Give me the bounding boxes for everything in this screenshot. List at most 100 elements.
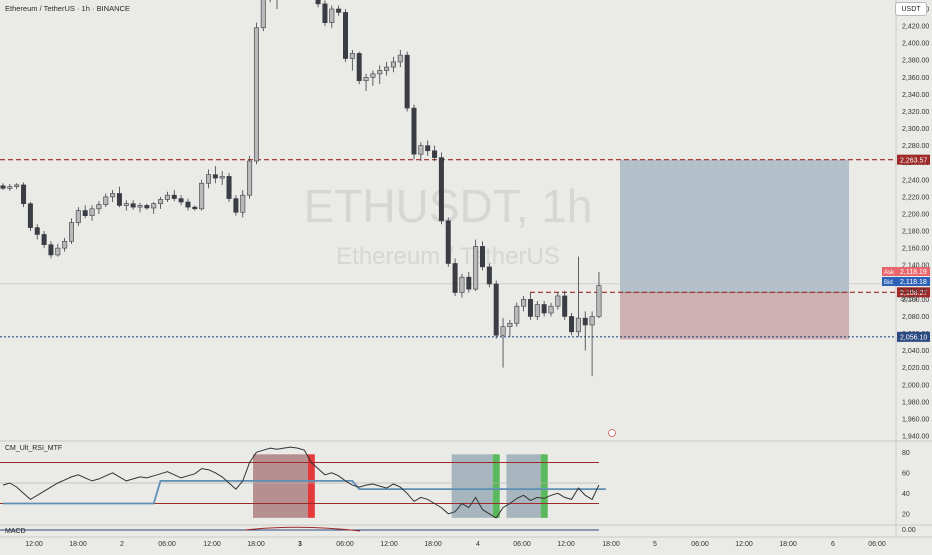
macd-tick-label: 0.00 bbox=[902, 527, 916, 534]
candle bbox=[582, 311, 588, 351]
candle-body bbox=[548, 305, 554, 314]
candle bbox=[48, 241, 54, 259]
ask-price-bg bbox=[897, 267, 930, 276]
rsi-signal-bar-1 bbox=[492, 454, 500, 518]
currency-button[interactable]: USDT bbox=[895, 2, 927, 16]
candle bbox=[438, 152, 444, 225]
candle-body bbox=[75, 210, 81, 223]
time-tick-label: 12:00 bbox=[203, 541, 221, 548]
price-tick-label: 2,000.00 bbox=[902, 382, 929, 389]
time-tick-label: 3 bbox=[298, 541, 302, 548]
candle bbox=[473, 239, 479, 291]
candle-body bbox=[418, 145, 424, 155]
time-tick-label: 06:00 bbox=[868, 541, 886, 548]
candle-body bbox=[192, 206, 198, 210]
ask-price: 2,118.19 bbox=[900, 269, 927, 276]
candle-body bbox=[315, 0, 321, 5]
macd-pane: 0.00 bbox=[0, 526, 916, 534]
candle-body bbox=[212, 174, 218, 179]
line-price-tag-2-bg bbox=[897, 331, 930, 342]
price-tick-label: 1,940.00 bbox=[902, 434, 929, 441]
candle-body bbox=[397, 54, 403, 63]
candle-body bbox=[110, 193, 116, 198]
candle bbox=[370, 70, 376, 86]
candle bbox=[34, 224, 40, 240]
candle bbox=[240, 190, 246, 218]
time-tick-label: 5 bbox=[653, 541, 657, 548]
candle-body bbox=[253, 27, 259, 162]
candle bbox=[247, 155, 253, 199]
candle bbox=[404, 51, 410, 112]
candle bbox=[411, 104, 417, 160]
candle-body bbox=[349, 53, 355, 59]
macd-indicator-title[interactable]: MACD bbox=[5, 528, 26, 535]
candle bbox=[55, 243, 61, 257]
candle-body bbox=[62, 240, 68, 249]
candle bbox=[521, 295, 527, 312]
candle-body bbox=[329, 8, 335, 23]
candle bbox=[479, 241, 485, 271]
candle-body bbox=[89, 208, 95, 216]
candle bbox=[253, 22, 259, 165]
candle-body bbox=[0, 185, 6, 189]
price-tick-label: 2,020.00 bbox=[902, 365, 929, 372]
rsi-indicator-title[interactable]: CM_Ult_RSI_MTF bbox=[5, 445, 63, 452]
time-tick-label: 06:00 bbox=[158, 541, 176, 548]
candle-body bbox=[55, 247, 61, 256]
candle bbox=[144, 203, 150, 210]
line-price-tag-1-bg bbox=[897, 287, 930, 298]
candle bbox=[356, 51, 362, 85]
candle-body bbox=[569, 316, 575, 333]
stop-zone bbox=[620, 292, 849, 340]
rsi-shaded-zone-2 bbox=[506, 454, 541, 518]
candle-body bbox=[82, 210, 88, 216]
candle bbox=[164, 191, 170, 203]
price-axis-labels: 2,263.57 2,108.27 2,056.10 Ask 2,118.19 Bid 2,… bbox=[882, 154, 930, 342]
candle-body bbox=[534, 304, 540, 317]
last-price: 2,118.15 bbox=[900, 288, 927, 295]
candle bbox=[377, 65, 383, 85]
candle bbox=[418, 142, 424, 162]
candle bbox=[390, 56, 396, 73]
candle-body bbox=[500, 326, 506, 336]
candle bbox=[206, 169, 212, 189]
macd-signal-line bbox=[244, 526, 361, 532]
candle-body bbox=[575, 317, 581, 333]
candle-body bbox=[527, 299, 533, 317]
candle bbox=[0, 183, 6, 191]
candle bbox=[69, 218, 75, 244]
candle-body bbox=[336, 8, 342, 13]
price-tick-label: 2,200.00 bbox=[902, 211, 929, 218]
candle-body bbox=[96, 204, 102, 210]
candle bbox=[596, 272, 602, 319]
ask-tag-bg bbox=[882, 267, 897, 276]
candle-body bbox=[370, 73, 376, 78]
price-tick-label: 1,980.00 bbox=[902, 399, 929, 406]
candle bbox=[171, 190, 177, 202]
time-tick-label: 4 bbox=[476, 541, 480, 548]
time-tick-label: 18:00 bbox=[779, 541, 797, 548]
target-zone bbox=[620, 159, 849, 293]
candle bbox=[548, 302, 554, 317]
candle bbox=[89, 205, 95, 221]
symbol-title: Ethereum / TetherUS · 1h · BINANCE bbox=[5, 4, 130, 13]
position-tool[interactable] bbox=[620, 159, 849, 340]
candle-body bbox=[390, 61, 396, 68]
candle-body bbox=[555, 295, 561, 307]
candle-body bbox=[103, 196, 109, 205]
time-tick-label: 12:00 bbox=[25, 541, 43, 548]
rsi-signal-bar-2 bbox=[540, 454, 548, 518]
rsi-tick-label: 20 bbox=[902, 511, 910, 518]
candle bbox=[82, 205, 88, 219]
candle-body bbox=[7, 186, 13, 189]
candle-body bbox=[199, 182, 205, 210]
candle bbox=[432, 145, 438, 162]
candle bbox=[329, 5, 335, 28]
candle bbox=[103, 193, 109, 208]
candle bbox=[575, 256, 581, 337]
candle bbox=[137, 202, 143, 213]
event-flag-icon bbox=[608, 429, 616, 437]
rsi-tick-label: 40 bbox=[902, 491, 910, 498]
